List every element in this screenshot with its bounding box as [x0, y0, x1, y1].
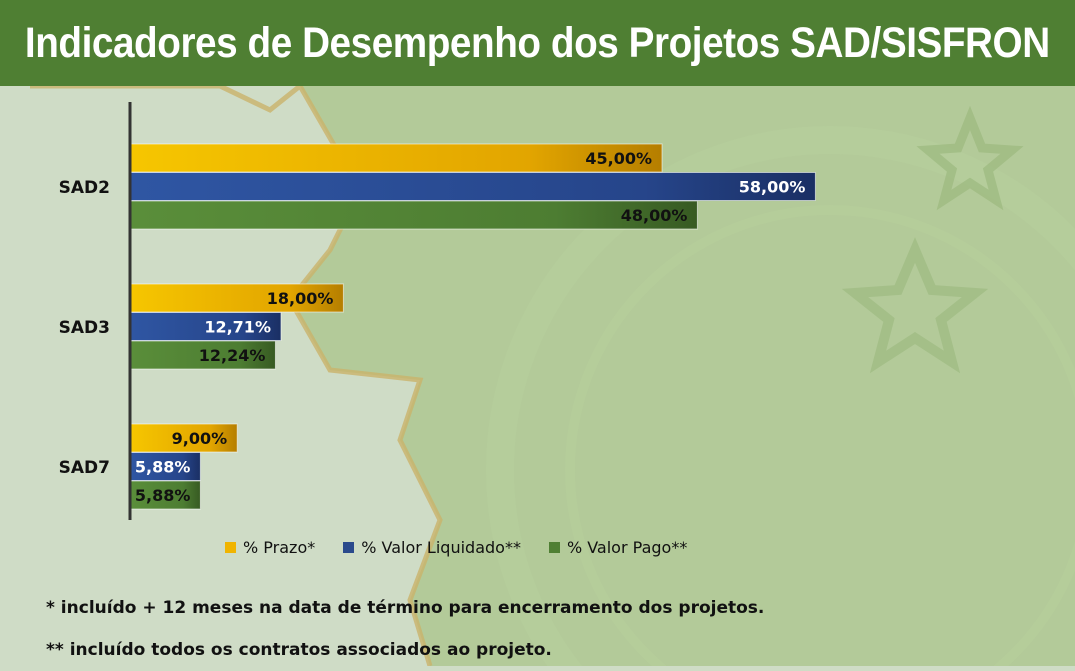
- legend-item-valor-liquidado: % Valor Liquidado**: [343, 538, 521, 557]
- legend-swatch-valor-liquidado: [343, 541, 355, 553]
- category-label-sad2: SAD2: [59, 178, 110, 198]
- legend-label-prazo: % Prazo*: [243, 537, 316, 557]
- data-label-sad3-valor-liquidado: 12,71%: [204, 318, 271, 337]
- page-title: Indicadores de Desempenho dos Projetos S…: [25, 18, 1050, 67]
- category-label-sad3: SAD3: [59, 318, 110, 338]
- bar-sad2-prazo: [130, 143, 663, 173]
- footnote-contratos: ** incluído todos os contratos associado…: [46, 640, 552, 660]
- footnotes: * incluído + 12 meses na data de término…: [46, 587, 764, 671]
- bar-sad2-valor-liquidado: [130, 172, 816, 201]
- bar-sad3-valor-pago: [130, 340, 276, 370]
- bar-sad7-valor-pago: [130, 480, 201, 510]
- legend-swatch-valor-pago: [548, 541, 560, 553]
- data-label-sad2-prazo: 45,00%: [585, 149, 652, 168]
- legend-item-prazo: % Prazo*: [225, 538, 315, 557]
- data-label-sad7-valor-liquidado: 5,88%: [135, 458, 191, 477]
- bar-sad2-valor-pago: [130, 200, 698, 230]
- legend-label-valor-liquidado: % Valor Liquidado**: [361, 537, 521, 557]
- category-label-sad7: SAD7: [59, 458, 110, 478]
- data-label-sad7-valor-pago: 5,88%: [135, 486, 191, 505]
- footnote-prazo: * incluído + 12 meses na data de término…: [46, 598, 765, 618]
- legend-item-valor-pago: % Valor Pago**: [548, 537, 688, 557]
- legend-label-valor-pago: % Valor Pago**: [566, 537, 688, 557]
- data-label-sad2-valor-liquidado: 58,00%: [739, 178, 806, 197]
- bar-chart: SAD2 45,00% 58,00% 48,00% SAD3 18,00% 12,71% 12…: [59, 102, 816, 520]
- data-label-sad2-valor-pago: 48,00%: [621, 206, 688, 225]
- data-label-sad7-prazo: 9,00%: [172, 429, 228, 448]
- bar-sad3-prazo: [130, 283, 344, 313]
- title-bar: Indicadores de Desempenho dos Projetos S…: [0, 0, 1075, 86]
- legend-swatch-prazo: [225, 541, 236, 553]
- data-label-sad3-valor-pago: 12,24%: [199, 346, 266, 365]
- data-label-sad3-prazo: 18,00%: [267, 289, 334, 308]
- chart-legend: % Prazo* % Valor Liquidado** % Valor Pag…: [225, 536, 687, 558]
